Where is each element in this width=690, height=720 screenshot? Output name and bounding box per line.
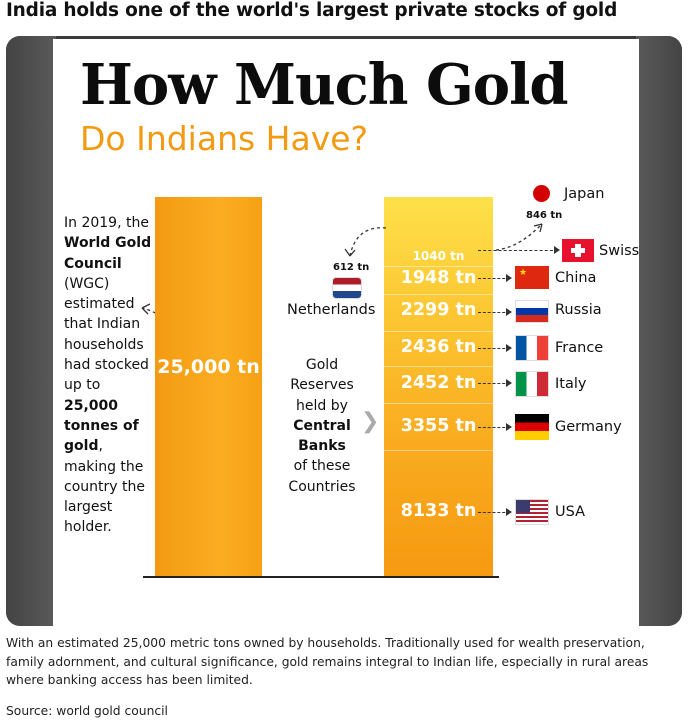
segment-divider bbox=[384, 331, 493, 332]
china-flag-icon: ★ bbox=[515, 266, 549, 289]
chart-baseline bbox=[143, 576, 499, 578]
india-bar bbox=[155, 197, 262, 576]
netherlands-pointer-arrow bbox=[344, 227, 387, 257]
segment-label-china: 1948 tn bbox=[400, 268, 477, 288]
usa-pointer bbox=[478, 508, 512, 516]
germany-pointer bbox=[478, 423, 512, 431]
infographic-title: How Much Gold bbox=[80, 52, 569, 118]
china-name: China bbox=[555, 270, 597, 286]
segment-divider bbox=[384, 403, 493, 404]
russia-pointer bbox=[478, 308, 512, 316]
italy-flag-icon bbox=[515, 371, 549, 397]
india-bar-label: 25,000 tn bbox=[157, 356, 260, 378]
central-bank-caption: Gold Reserves held by Central Banks of the… bbox=[288, 357, 356, 495]
italy-pointer bbox=[478, 379, 512, 387]
segment-label-russia: 2299 tn bbox=[400, 300, 477, 320]
usa-name: USA bbox=[555, 504, 586, 520]
france-pointer bbox=[478, 344, 512, 352]
swiss-name: Swiss bbox=[599, 243, 640, 259]
segment-label-france: 2436 tn bbox=[400, 337, 477, 357]
netherlands-value: 612 tn bbox=[333, 262, 370, 273]
segment-label-swiss: 1040 tn bbox=[412, 249, 465, 263]
post-caption: With an estimated 25,000 metric tons own… bbox=[6, 636, 649, 687]
segment-divider bbox=[384, 266, 493, 267]
segment-divider bbox=[384, 366, 493, 367]
central-bank-stack bbox=[384, 197, 493, 576]
segment-label-italy: 2452 tn bbox=[400, 373, 477, 393]
chevron-right-icon: ❯ bbox=[361, 409, 380, 434]
china-pointer bbox=[478, 274, 512, 282]
netherlands-name: Netherlands bbox=[287, 302, 376, 318]
russia-name: Russia bbox=[555, 302, 602, 318]
japan-pointer-arrow bbox=[495, 223, 543, 251]
germany-flag-icon bbox=[515, 414, 549, 440]
segment-label-germany: 3355 tn bbox=[400, 416, 477, 436]
japan-name: Japan bbox=[564, 186, 605, 202]
france-name: France bbox=[555, 340, 604, 356]
segment-divider bbox=[384, 450, 493, 451]
italy-name: Italy bbox=[555, 376, 587, 392]
japan-value: 846 tn bbox=[526, 210, 563, 221]
swiss-pointer bbox=[478, 246, 560, 254]
germany-name: Germany bbox=[555, 419, 622, 435]
segment-label-usa: 8133 tn bbox=[400, 501, 477, 521]
wgc-explanation: In 2019, the World Gold Council (WGC) es… bbox=[64, 215, 152, 536]
netherlands-flag-icon bbox=[332, 277, 362, 299]
infographic-subtitle: Do Indians Have? bbox=[80, 119, 369, 158]
japan-flag-icon bbox=[533, 185, 550, 202]
usa-flag-icon bbox=[515, 499, 549, 525]
segment-divider bbox=[384, 294, 493, 295]
post-headline: India holds one of the world's largest p… bbox=[6, 0, 618, 21]
infographic-card bbox=[53, 39, 639, 626]
swiss-flag-icon bbox=[562, 239, 594, 262]
russia-flag-icon bbox=[515, 300, 549, 323]
france-flag-icon bbox=[515, 335, 549, 361]
post-source: Source: world gold council bbox=[6, 704, 168, 718]
